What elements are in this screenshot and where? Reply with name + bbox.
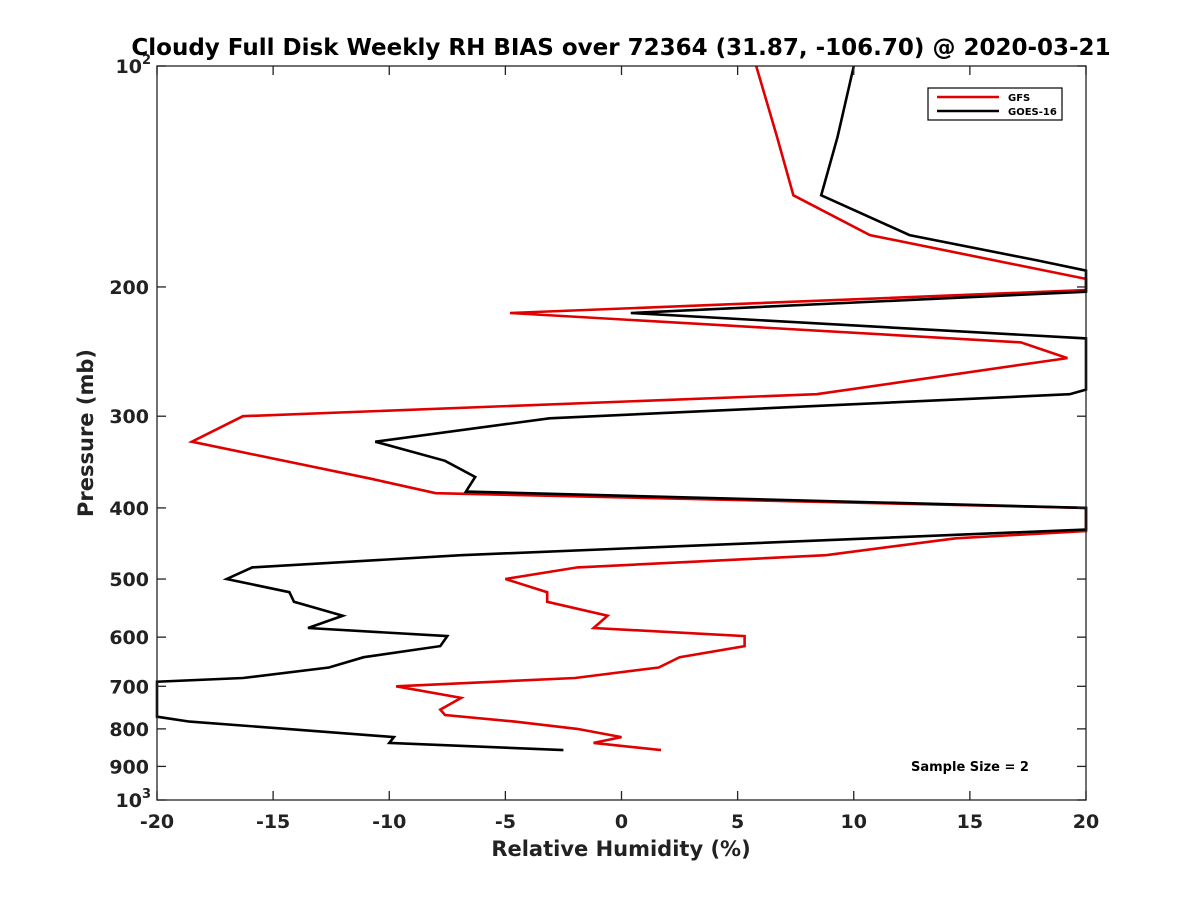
x-tick-label: 20 xyxy=(1073,811,1099,833)
y-tick-label: 300 xyxy=(109,406,149,428)
x-tick-label: 15 xyxy=(957,811,983,833)
chart-title: Cloudy Full Disk Weekly RH BIAS over 723… xyxy=(131,35,1110,61)
x-axis-label: Relative Humidity (%) xyxy=(491,837,750,861)
series-line-goes16 xyxy=(155,65,1088,752)
y-axis-label: Pressure (mb) xyxy=(74,349,98,517)
y-tick-label: 700 xyxy=(109,676,149,698)
x-tick-label: 0 xyxy=(615,811,628,833)
x-tick-label: -20 xyxy=(140,811,174,833)
x-tick-label: 5 xyxy=(731,811,744,833)
y-tick-label: 800 xyxy=(109,719,149,741)
axis-layer: -20 -15 -10 -5 0 5 10 15 20 102 200 300 400 500 600 700… xyxy=(109,53,1099,833)
y-tick-label: 200 xyxy=(109,277,149,299)
legend-label-goes16: GOES-16 xyxy=(1008,107,1057,118)
sample-size-annotation: Sample Size = 2 xyxy=(911,760,1029,775)
y-tick-label: 102 xyxy=(116,53,152,78)
legend-box xyxy=(927,87,1063,121)
x-tick-label: -10 xyxy=(372,811,406,833)
x-tick-label: -15 xyxy=(256,811,290,833)
series-layer xyxy=(155,65,1088,752)
plot-area-frame xyxy=(156,65,1087,801)
y-tick-label: 103 xyxy=(116,787,152,812)
legend: GFS GOES-16 xyxy=(927,87,1063,121)
x-tick-label: 10 xyxy=(841,811,867,833)
x-tick-label: -5 xyxy=(495,811,516,833)
legend-label-gfs: GFS xyxy=(1008,93,1030,104)
y-tick-label: 500 xyxy=(109,569,149,591)
series-line-gfs xyxy=(187,65,1088,752)
y-tick-label: 900 xyxy=(109,756,149,778)
y-tick-label: 600 xyxy=(109,627,149,649)
y-tick-label: 400 xyxy=(109,498,149,520)
